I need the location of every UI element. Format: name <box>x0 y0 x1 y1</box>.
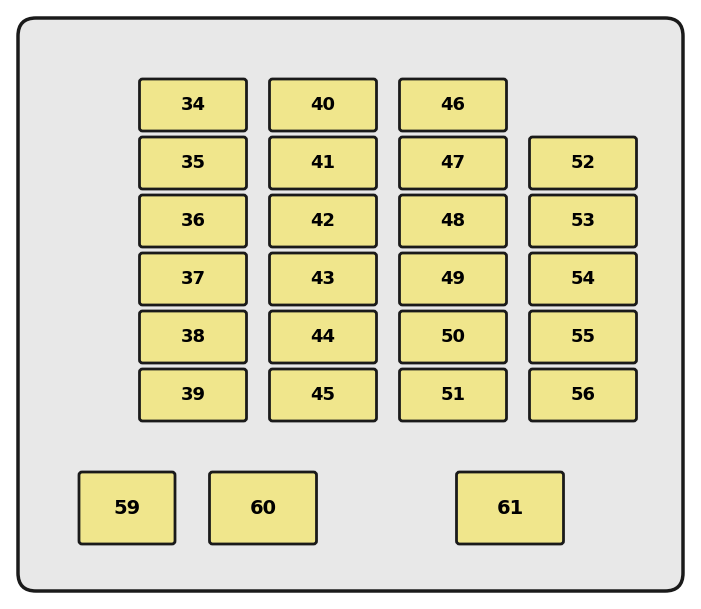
Text: 55: 55 <box>571 328 596 346</box>
Text: 60: 60 <box>250 499 276 518</box>
FancyBboxPatch shape <box>139 253 247 305</box>
Text: 43: 43 <box>311 270 336 288</box>
FancyBboxPatch shape <box>139 369 247 421</box>
FancyBboxPatch shape <box>400 369 507 421</box>
FancyBboxPatch shape <box>529 369 637 421</box>
FancyBboxPatch shape <box>269 253 376 305</box>
Text: 36: 36 <box>180 212 205 230</box>
Text: 39: 39 <box>180 386 205 404</box>
Text: 38: 38 <box>180 328 205 346</box>
FancyBboxPatch shape <box>139 79 247 131</box>
FancyBboxPatch shape <box>79 472 175 544</box>
Text: 45: 45 <box>311 386 336 404</box>
Text: 35: 35 <box>180 154 205 172</box>
FancyBboxPatch shape <box>139 137 247 189</box>
FancyBboxPatch shape <box>269 195 376 247</box>
FancyBboxPatch shape <box>269 311 376 363</box>
FancyBboxPatch shape <box>400 137 507 189</box>
Text: 61: 61 <box>496 499 524 518</box>
Text: 53: 53 <box>571 212 596 230</box>
FancyBboxPatch shape <box>210 472 316 544</box>
FancyBboxPatch shape <box>269 369 376 421</box>
Text: 49: 49 <box>440 270 465 288</box>
Text: 46: 46 <box>440 96 465 114</box>
Text: 52: 52 <box>571 154 596 172</box>
Text: 37: 37 <box>180 270 205 288</box>
FancyBboxPatch shape <box>269 79 376 131</box>
FancyBboxPatch shape <box>529 311 637 363</box>
FancyBboxPatch shape <box>456 472 564 544</box>
Text: 54: 54 <box>571 270 596 288</box>
FancyBboxPatch shape <box>400 195 507 247</box>
Text: 59: 59 <box>114 499 141 518</box>
Text: 48: 48 <box>440 212 465 230</box>
FancyBboxPatch shape <box>139 311 247 363</box>
Text: 34: 34 <box>180 96 205 114</box>
Text: 47: 47 <box>440 154 465 172</box>
Text: 50: 50 <box>440 328 465 346</box>
Text: 51: 51 <box>440 386 465 404</box>
Text: 40: 40 <box>311 96 336 114</box>
FancyBboxPatch shape <box>269 137 376 189</box>
Text: 41: 41 <box>311 154 336 172</box>
FancyBboxPatch shape <box>400 253 507 305</box>
FancyBboxPatch shape <box>529 195 637 247</box>
FancyBboxPatch shape <box>18 18 683 591</box>
Text: 42: 42 <box>311 212 336 230</box>
FancyBboxPatch shape <box>529 137 637 189</box>
FancyBboxPatch shape <box>139 195 247 247</box>
Text: 44: 44 <box>311 328 336 346</box>
FancyBboxPatch shape <box>400 311 507 363</box>
FancyBboxPatch shape <box>400 79 507 131</box>
Text: 56: 56 <box>571 386 596 404</box>
FancyBboxPatch shape <box>529 253 637 305</box>
